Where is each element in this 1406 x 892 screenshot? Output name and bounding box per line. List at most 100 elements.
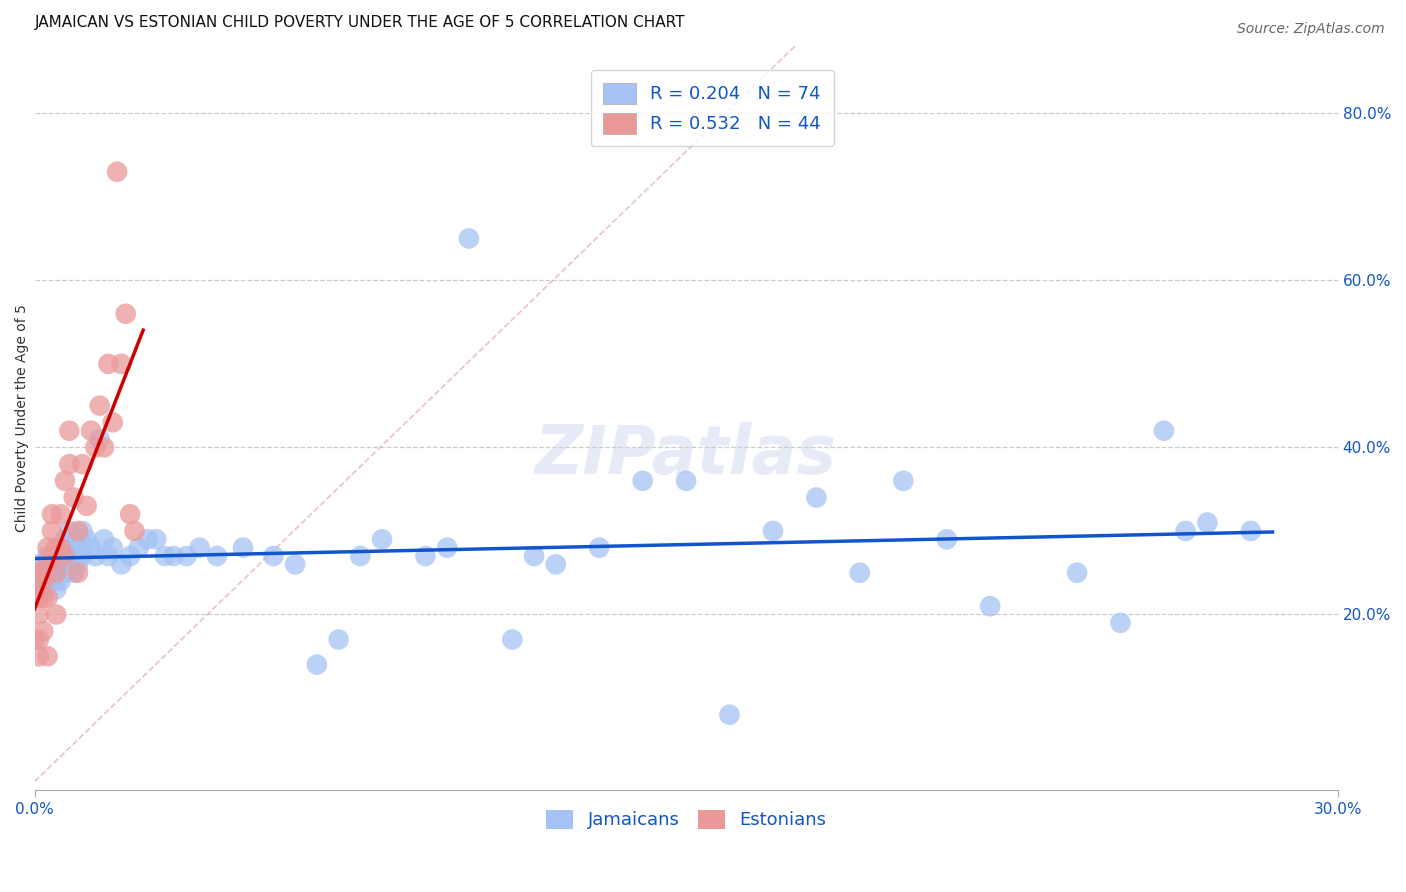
Point <box>53 474 76 488</box>
Point <box>124 524 146 538</box>
Point <box>28 566 51 580</box>
Point <box>371 533 394 547</box>
Point <box>110 357 132 371</box>
Point <box>58 424 80 438</box>
Point <box>93 533 115 547</box>
Point <box>1240 524 1263 538</box>
Point <box>849 566 872 580</box>
Point <box>32 566 55 580</box>
Point <box>891 474 914 488</box>
Point <box>110 558 132 572</box>
Point <box>145 533 167 547</box>
Point <box>41 566 63 580</box>
Point <box>188 541 211 555</box>
Point <box>1109 615 1132 630</box>
Point <box>80 424 103 438</box>
Text: Source: ZipAtlas.com: Source: ZipAtlas.com <box>1237 22 1385 37</box>
Point <box>45 541 67 555</box>
Point <box>66 558 89 572</box>
Legend: Jamaicans, Estonians: Jamaicans, Estonians <box>538 803 834 837</box>
Point <box>53 549 76 563</box>
Point <box>28 632 51 647</box>
Point <box>45 566 67 580</box>
Point <box>49 558 72 572</box>
Point <box>41 508 63 522</box>
Point <box>53 533 76 547</box>
Point <box>58 457 80 471</box>
Point <box>93 441 115 455</box>
Point <box>205 549 228 563</box>
Point <box>66 541 89 555</box>
Point <box>32 624 55 639</box>
Point <box>80 541 103 555</box>
Point <box>328 632 350 647</box>
Point <box>1174 524 1197 538</box>
Point <box>136 533 159 547</box>
Point <box>32 558 55 572</box>
Point <box>114 307 136 321</box>
Point <box>76 533 98 547</box>
Y-axis label: Child Poverty Under the Age of 5: Child Poverty Under the Age of 5 <box>15 304 30 533</box>
Point <box>32 566 55 580</box>
Point <box>28 574 51 588</box>
Point <box>101 415 124 429</box>
Point <box>37 549 59 563</box>
Point <box>24 566 46 580</box>
Point <box>24 632 46 647</box>
Point <box>28 558 51 572</box>
Point <box>436 541 458 555</box>
Point <box>66 524 89 538</box>
Point <box>37 558 59 572</box>
Point <box>32 591 55 605</box>
Point <box>935 533 957 547</box>
Point <box>49 574 72 588</box>
Point <box>49 541 72 555</box>
Point <box>37 649 59 664</box>
Point <box>101 541 124 555</box>
Point <box>97 549 120 563</box>
Point <box>84 441 107 455</box>
Point <box>120 508 142 522</box>
Point <box>176 549 198 563</box>
Point <box>1153 424 1175 438</box>
Point <box>62 566 84 580</box>
Point <box>84 549 107 563</box>
Point <box>501 632 523 647</box>
Point <box>72 457 94 471</box>
Point <box>53 566 76 580</box>
Point <box>49 508 72 522</box>
Point <box>89 399 111 413</box>
Point <box>32 582 55 597</box>
Point <box>28 591 51 605</box>
Point <box>458 231 481 245</box>
Point <box>718 707 741 722</box>
Point <box>28 649 51 664</box>
Point <box>45 558 67 572</box>
Point <box>1197 516 1219 530</box>
Point <box>41 574 63 588</box>
Point <box>120 549 142 563</box>
Point <box>105 165 128 179</box>
Point <box>32 574 55 588</box>
Point <box>162 549 184 563</box>
Point <box>62 491 84 505</box>
Point <box>262 549 284 563</box>
Point <box>28 574 51 588</box>
Point <box>66 566 89 580</box>
Point <box>24 582 46 597</box>
Point <box>41 524 63 538</box>
Point <box>45 607 67 622</box>
Point <box>76 499 98 513</box>
Point <box>37 541 59 555</box>
Point <box>37 574 59 588</box>
Point <box>72 549 94 563</box>
Point <box>544 558 567 572</box>
Point <box>37 591 59 605</box>
Point <box>349 549 371 563</box>
Point <box>523 549 546 563</box>
Point <box>1066 566 1088 580</box>
Point <box>588 541 610 555</box>
Point <box>45 582 67 597</box>
Point <box>53 549 76 563</box>
Point <box>284 558 307 572</box>
